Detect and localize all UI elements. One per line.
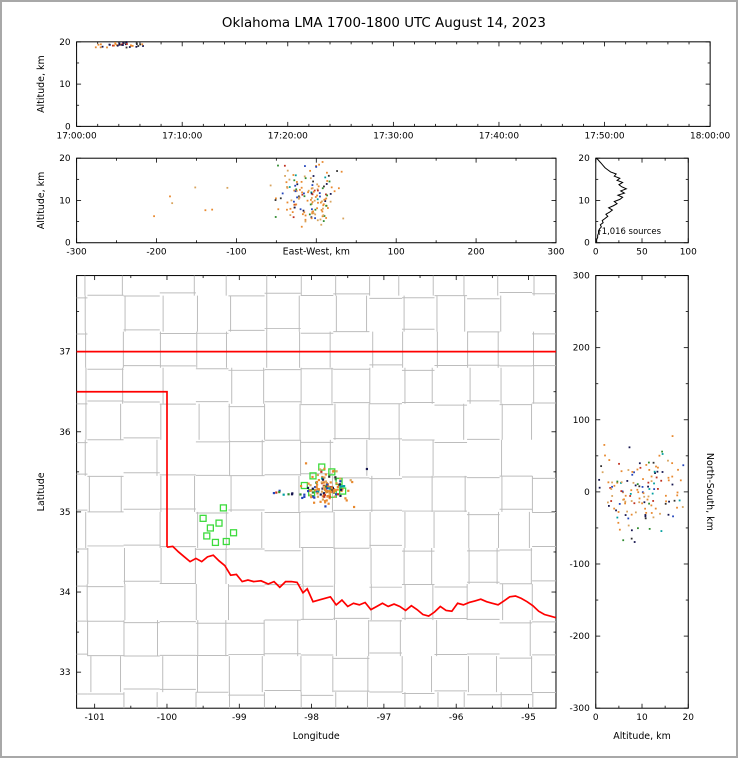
y-tick-label: 10	[59, 80, 71, 90]
x-tick-label: 17:10:00	[162, 131, 202, 141]
axes-frame	[76, 157, 557, 244]
y-tick-label: 20	[59, 154, 71, 164]
red-river-border	[166, 545, 556, 619]
station-marker	[215, 519, 223, 527]
x-axis-label: East-West, km	[283, 247, 350, 258]
scatter-points	[153, 161, 345, 228]
x-tick-label: 17:20:00	[268, 131, 308, 141]
y-tick-label: 20	[578, 154, 590, 164]
y-tick-label: 200	[573, 344, 590, 354]
station-marker	[211, 538, 220, 547]
x-tick-label: -100	[157, 713, 178, 723]
state-border-line	[76, 390, 168, 548]
y-tick-label: 10	[578, 196, 590, 206]
y-axis-label: Altitude, km	[36, 172, 47, 230]
y-axis-label: North-South, km	[704, 453, 715, 531]
scatter-points	[94, 41, 144, 49]
y-axis-label: Latitude	[36, 472, 47, 511]
station-marker	[222, 537, 230, 546]
figure-title: Oklahoma LMA 1700-1800 UTC August 14, 20…	[222, 16, 546, 31]
up-arrow-icon: ↑	[596, 228, 602, 237]
county-boundaries	[76, 275, 556, 709]
x-tick-label: 10	[636, 713, 648, 723]
tick-marks	[76, 157, 557, 244]
station-marker	[339, 487, 347, 495]
x-tick-label: -100	[226, 248, 247, 258]
y-tick-label: 0	[65, 239, 71, 249]
x-tick-label: 100	[680, 248, 697, 258]
y-tick-label: 100	[573, 416, 590, 426]
y-tick-label: -200	[569, 632, 590, 642]
source-count-annotation: 1,016 sources	[602, 226, 661, 236]
y-tick-label: -100	[569, 560, 590, 570]
x-tick-label: 17:30:00	[373, 131, 413, 141]
y-tick-label: 300	[573, 272, 590, 282]
x-tick-label: 18:00:00	[690, 131, 730, 141]
x-tick-label: -97	[377, 713, 392, 723]
y-tick-label: 34	[59, 588, 71, 598]
station-marker	[219, 504, 228, 512]
y-tick-label: 20	[59, 38, 71, 48]
y-tick-label: 35	[59, 508, 70, 518]
tick-marks	[595, 275, 689, 709]
x-tick-label: 100	[388, 248, 405, 258]
x-tick-label: 300	[547, 248, 564, 258]
panel-ew-height: -300 -200 -100 100 200 300 0 10 20 East-West, km A…	[36, 154, 565, 257]
x-tick-label: -96	[449, 713, 464, 723]
x-tick-label: 0	[593, 713, 599, 723]
histogram-line	[595, 157, 628, 244]
x-axis-label: Altitude, km	[613, 731, 671, 742]
tick-marks	[76, 41, 711, 127]
panel-ns-height: 0 10 20 -300 -200 -100 0 100 200 300 Altitude, km N…	[569, 272, 715, 742]
station-marker	[199, 514, 207, 522]
x-tick-label: 20	[683, 713, 695, 723]
x-tick-label: -200	[146, 248, 167, 258]
scatter-points	[272, 462, 369, 509]
y-tick-label: 33	[59, 668, 70, 678]
station-marker	[300, 481, 308, 490]
station-marker	[203, 532, 211, 540]
station-marker	[309, 472, 317, 480]
panel-map: -101 -100 -99 -98 -97 -96 -95 33 34 35 36 37 Longitu…	[36, 275, 557, 742]
state-border	[76, 350, 556, 619]
station-marker	[318, 463, 326, 471]
x-axis-label: Longitude	[293, 731, 340, 742]
station-marker	[229, 529, 238, 537]
y-tick-label: 0	[65, 122, 71, 132]
station-marker	[328, 468, 336, 476]
x-tick-label: -101	[85, 713, 105, 723]
panel-time-height: 17:00:00 17:10:00 17:20:00 17:30:00 17:40:00…	[36, 38, 731, 141]
x-tick-label: 17:50:00	[584, 131, 624, 141]
y-tick-label: -300	[569, 704, 590, 714]
axes-frame	[76, 41, 711, 127]
x-tick-label: -98	[304, 713, 319, 723]
tick-marks	[595, 157, 689, 244]
x-tick-label: 17:40:00	[479, 131, 519, 141]
x-tick-label: 200	[468, 248, 485, 258]
y-tick-label: 0	[584, 239, 590, 249]
station-marker	[206, 524, 214, 532]
y-axis-label: Altitude, km	[36, 55, 47, 113]
x-tick-label: 17:00:00	[57, 131, 97, 141]
x-tick-label: 0	[593, 248, 599, 258]
scatter-points	[598, 435, 685, 543]
axes-frame	[76, 275, 557, 709]
x-tick-label: -95	[521, 713, 536, 723]
station-markers	[199, 463, 347, 547]
y-tick-label: 10	[59, 196, 71, 206]
x-tick-label: -99	[232, 713, 247, 723]
y-tick-label: 36	[59, 428, 71, 438]
y-tick-label: 0	[584, 488, 590, 498]
x-tick-label: 50	[636, 248, 648, 258]
x-tick-label: -300	[66, 248, 87, 258]
panel-alt-histogram: 0 50 100 0 10 20 ↑ 1,016 sources	[578, 154, 697, 257]
y-tick-label: 37	[59, 348, 70, 358]
